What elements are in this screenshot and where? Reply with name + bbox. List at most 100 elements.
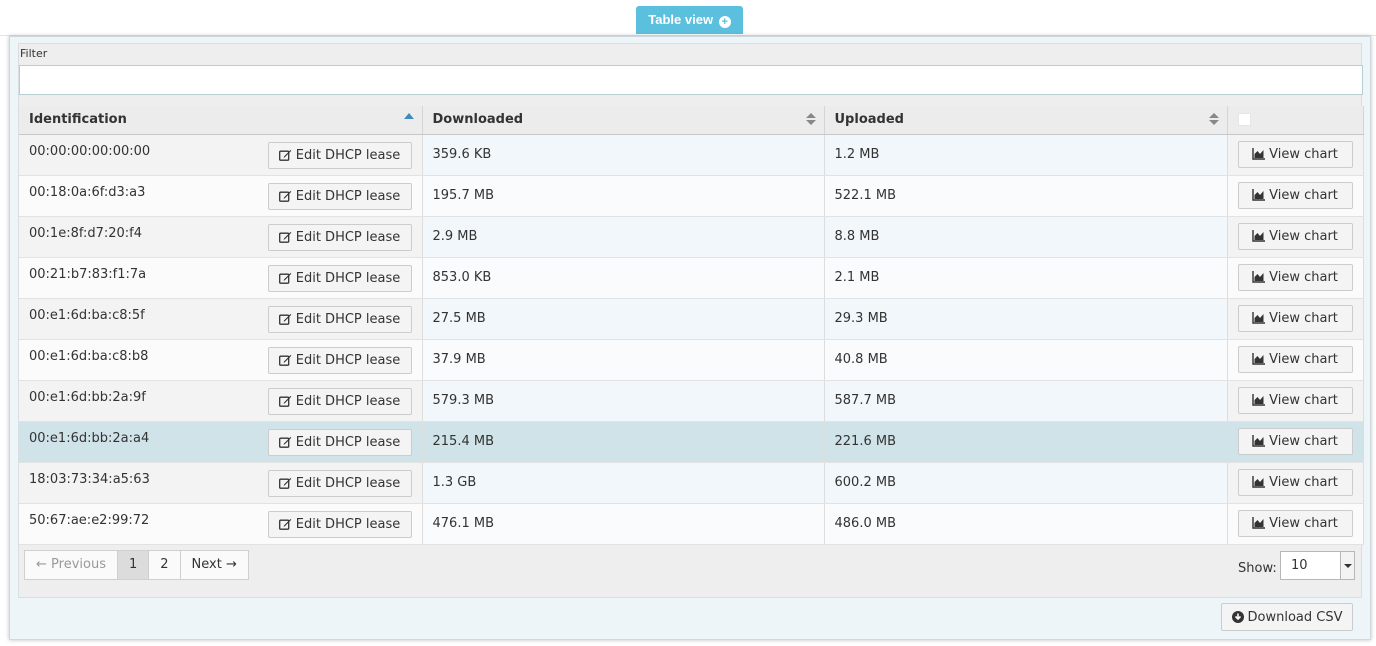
downloaded-cell: 476.1 MB [422,503,825,545]
edit-dhcp-lease-button[interactable]: Edit DHCP lease [267,141,412,169]
edit-icon [278,436,292,448]
plus-circle-icon: + [718,16,731,28]
area-chart-icon [1252,230,1266,242]
edit-dhcp-lease-button[interactable]: Edit DHCP lease [267,182,412,210]
identification-cell: 18:03:73:34:a5:63 Edit DHCP lease [19,462,423,504]
uploaded-cell: 587.7 MB [824,380,1228,422]
view-chart-label: View chart [1269,270,1338,285]
view-chart-button[interactable]: View chart [1237,264,1353,291]
previous-page-button[interactable]: ← Previous [24,550,118,580]
view-chart-button[interactable]: View chart [1237,141,1353,168]
area-chart-icon [1252,353,1266,365]
uploaded-cell: 40.8 MB [824,339,1228,381]
view-chart-label: View chart [1269,229,1338,244]
identification-cell: 00:e1:6d:bb:2a:a4 Edit DHCP lease [19,421,423,463]
sort-ascending-icon [403,113,414,119]
download-circle-icon [1231,610,1244,623]
uploaded-cell: 221.6 MB [824,421,1228,463]
column-header-identification[interactable]: Identification [19,106,423,135]
mac-address: 00:e1:6d:bb:2a:a4 [29,430,150,446]
view-chart-button[interactable]: View chart [1237,428,1353,455]
show-label: Show: [1238,561,1277,576]
column-header-uploaded[interactable]: Uploaded [824,106,1228,135]
column-header-chart [1227,106,1364,135]
edit-dhcp-lease-label: Edit DHCP lease [295,516,401,532]
view-chart-label: View chart [1269,147,1338,162]
edit-dhcp-lease-button[interactable]: Edit DHCP lease [267,387,412,415]
view-chart-label: View chart [1269,393,1338,408]
chart-cell: View chart [1227,298,1364,340]
view-chart-label: View chart [1269,352,1338,367]
view-chart-button[interactable]: View chart [1237,223,1353,250]
edit-dhcp-lease-label: Edit DHCP lease [295,147,401,163]
table-row: 00:e1:6d:bb:2a:9f Edit DHCP lease 579.3 MB… [19,380,1364,422]
view-chart-button[interactable]: View chart [1237,510,1353,537]
downloaded-cell: 27.5 MB [422,298,825,340]
edit-dhcp-lease-button[interactable]: Edit DHCP lease [267,346,412,374]
edit-dhcp-lease-label: Edit DHCP lease [295,270,401,286]
pagination: ← Previous 1 2 Next → [24,550,249,580]
filter-input[interactable] [19,65,1363,95]
edit-dhcp-lease-button[interactable]: Edit DHCP lease [267,223,412,251]
page-1-button[interactable]: 1 [116,550,150,580]
area-chart-icon [1252,435,1266,447]
chart-cell: View chart [1227,134,1364,176]
downloaded-cell: 1.3 GB [422,462,825,504]
view-chart-button[interactable]: View chart [1237,469,1353,496]
view-chart-button[interactable]: View chart [1237,305,1353,332]
downloaded-cell: 195.7 MB [422,175,825,217]
next-page-button[interactable]: Next → [179,550,249,580]
edit-icon [278,272,292,284]
table-view-label: Table view [648,12,714,27]
table-row: 00:21:b7:83:f1:7a Edit DHCP lease 853.0 KB… [19,257,1364,299]
edit-dhcp-lease-button[interactable]: Edit DHCP lease [267,264,412,292]
page-size-value: 10 [1291,558,1308,573]
view-chart-button[interactable]: View chart [1237,387,1353,414]
downloaded-cell: 579.3 MB [422,380,825,422]
edit-dhcp-lease-button[interactable]: Edit DHCP lease [267,469,412,497]
table-row: 00:e1:6d:bb:2a:a4 Edit DHCP lease 215.4 MB… [19,421,1364,463]
edit-icon [278,354,292,366]
chart-cell: View chart [1227,339,1364,381]
downloaded-cell: 853.0 KB [422,257,825,299]
edit-icon [278,313,292,325]
uploaded-cell: 486.0 MB [824,503,1228,545]
edit-dhcp-lease-button[interactable]: Edit DHCP lease [267,428,412,456]
edit-dhcp-lease-label: Edit DHCP lease [295,475,401,491]
edit-icon [278,395,292,407]
view-chart-button[interactable]: View chart [1237,182,1353,209]
edit-dhcp-lease-button[interactable]: Edit DHCP lease [267,510,412,538]
area-chart-icon [1252,312,1266,324]
table-panel: Filter Identification Downloaded [9,36,1371,640]
sort-icon [805,113,816,127]
column-header-downloaded[interactable]: Downloaded [422,106,825,135]
table-row: 00:e1:6d:ba:c8:b8 Edit DHCP lease 37.9 MB 4… [19,339,1364,381]
download-csv-button[interactable]: Download CSV [1221,603,1353,631]
identification-cell: 00:18:0a:6f:d3:a3 Edit DHCP lease [19,175,423,217]
table-header-row: Identification Downloaded Uploaded [19,106,1364,135]
edit-dhcp-lease-button[interactable]: Edit DHCP lease [267,305,412,333]
edit-dhcp-lease-label: Edit DHCP lease [295,229,401,245]
view-chart-button[interactable]: View chart [1237,346,1353,373]
page-size-select[interactable]: 10 [1280,551,1355,580]
mac-address: 00:e1:6d:ba:c8:b8 [29,348,149,364]
edit-icon [278,231,292,243]
edit-icon [278,190,292,202]
mac-address: 00:21:b7:83:f1:7a [29,266,147,282]
table-row: 18:03:73:34:a5:63 Edit DHCP lease 1.3 GB 60… [19,462,1364,504]
edit-icon [278,518,292,530]
chart-cell: View chart [1227,503,1364,545]
table-view-tab[interactable]: Table view + [636,6,743,34]
mac-address: 00:e1:6d:bb:2a:9f [29,389,146,405]
uploaded-cell: 522.1 MB [824,175,1228,217]
identification-cell: 00:21:b7:83:f1:7a Edit DHCP lease [19,257,423,299]
downloaded-cell: 359.6 KB [422,134,825,176]
table-row: 00:1e:8f:d7:20:f4 Edit DHCP lease 2.9 MB 8.… [19,216,1364,258]
area-chart-icon [1252,517,1266,529]
page-2-button[interactable]: 2 [148,550,181,580]
table-row: 00:e1:6d:ba:c8:5f Edit DHCP lease 27.5 MB 2… [19,298,1364,340]
area-chart-icon [1252,148,1266,160]
area-chart-icon [1252,476,1266,488]
view-chart-label: View chart [1269,475,1338,490]
table-row: 00:00:00:00:00:00 Edit DHCP lease 359.6 KB… [19,134,1364,176]
